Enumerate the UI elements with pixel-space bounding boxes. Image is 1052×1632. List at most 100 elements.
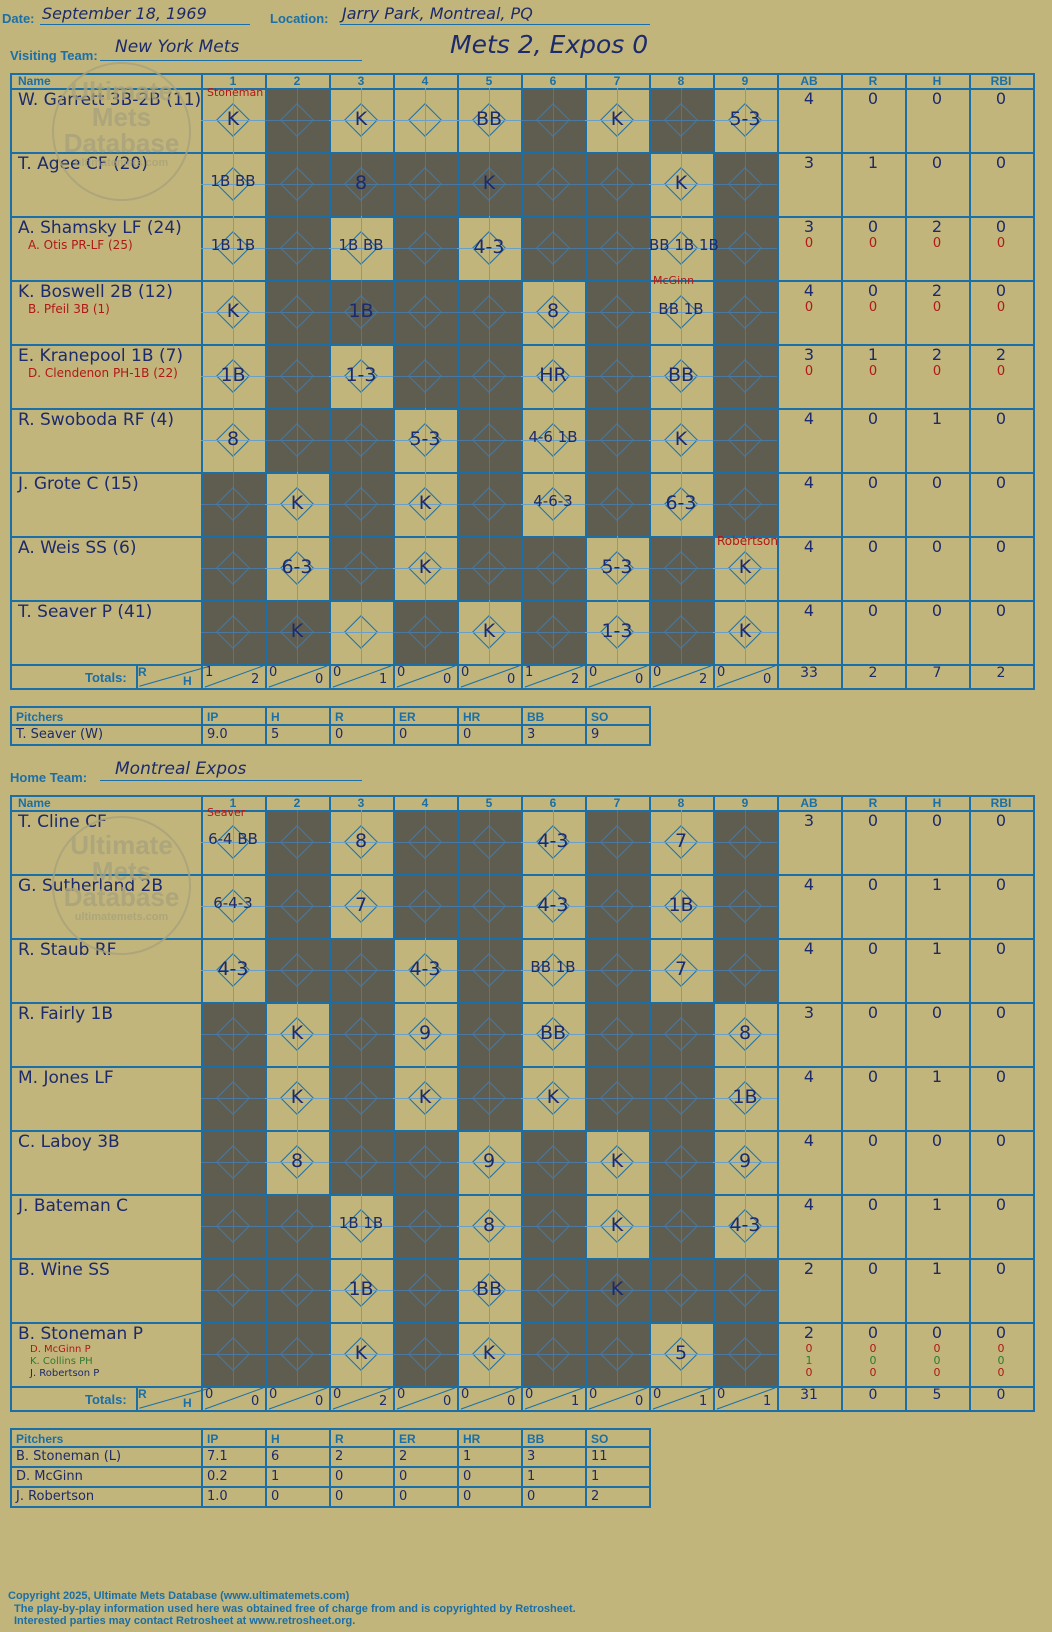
column-header-inning: 6 (549, 796, 557, 810)
cell-guide (233, 88, 234, 152)
pitcher-stat: 0 (335, 1469, 344, 1484)
totals-slash (139, 1388, 208, 1409)
substitute-name: K. Collins PH (30, 1356, 93, 1367)
play-notation: K (418, 492, 432, 514)
cell-guide (233, 216, 234, 280)
play-notation: 8 (354, 172, 368, 194)
play-notation: K (546, 1086, 560, 1108)
play-notation: 4-3 (217, 958, 249, 980)
grid-line (521, 1428, 523, 1508)
cell-guide (425, 408, 426, 472)
inning-hits: 2 (699, 672, 708, 687)
player-stat: 0 (995, 1131, 1007, 1150)
column-header-h: H (932, 74, 942, 88)
player-stat: 1 (931, 1259, 943, 1278)
play-notation: K (610, 1214, 624, 1236)
pitcher-stat: 1 (591, 1469, 600, 1484)
cell-guide (745, 1322, 746, 1386)
grid-line (713, 73, 715, 689)
cell-guide (489, 1194, 490, 1258)
cell-guide (617, 88, 618, 152)
inning-hits: 0 (763, 672, 772, 687)
substitute-stat: 0 (933, 1342, 941, 1355)
cell-guide (297, 810, 298, 874)
pitching-header: Pitchers (16, 710, 64, 724)
player-stat: 1 (931, 875, 943, 894)
play-notation: 4-3 (473, 236, 505, 258)
substitute-stat: 0 (868, 300, 878, 315)
play-notation: K (482, 172, 496, 194)
cell-guide (681, 1002, 682, 1066)
player-stat: 0 (867, 1131, 879, 1150)
grid-line (649, 795, 651, 1411)
player-stat: 4 (803, 1195, 815, 1214)
substitute-stat: 0 (997, 1342, 1005, 1355)
grid-line (265, 706, 267, 746)
substitute-stat: 0 (869, 1342, 877, 1355)
column-header-r: R (868, 796, 878, 810)
player-stat: 0 (867, 601, 879, 620)
cell-guide (553, 1322, 554, 1386)
cell-guide (361, 408, 362, 472)
player-stat: 0 (995, 1067, 1007, 1086)
substitute-stat: 0 (996, 300, 1006, 315)
player-stat: 0 (995, 1323, 1007, 1342)
play-notation: BB (475, 1278, 503, 1300)
total-stat: 0 (996, 1387, 1006, 1403)
cell-guide (681, 810, 682, 874)
play-notation: 8 (738, 1022, 752, 1044)
cell-guide (681, 280, 682, 344)
inning-runs: 0 (333, 665, 342, 680)
play-notation: BB (667, 364, 695, 386)
cell-guide (297, 1322, 298, 1386)
cell-guide (681, 600, 682, 664)
cell-guide (617, 536, 618, 600)
pitching-header: H (271, 710, 280, 724)
player-name: K. Boswell 2B (12) (18, 282, 173, 302)
cell-guide (361, 472, 362, 536)
player-stat: 1 (931, 1195, 943, 1214)
inning-runs: 0 (333, 1387, 342, 1402)
cell-guide (361, 152, 362, 216)
cell-guide (425, 536, 426, 600)
pitching-header: BB (527, 1432, 545, 1446)
player-stat: 0 (867, 281, 879, 300)
substitute-stat: 0 (805, 1342, 813, 1355)
player-stat: 3 (803, 345, 815, 364)
cell-guide (553, 88, 554, 152)
player-name: E. Kranepool 1B (7) (18, 346, 184, 366)
total-stat: 5 (932, 1387, 942, 1403)
inning-runs: 0 (461, 665, 470, 680)
cell-guide (745, 536, 746, 600)
grid-line (649, 1428, 651, 1508)
cell-guide (297, 344, 298, 408)
player-stat: 2 (931, 345, 943, 364)
grid-line (905, 795, 907, 1411)
play-notation: 9 (482, 1150, 496, 1172)
visiting-team-label: Visiting Team: (10, 48, 98, 63)
player-name: M. Jones LF (18, 1068, 114, 1088)
totals-label: Totals: (85, 1392, 127, 1407)
cell-guide (745, 810, 746, 874)
grid-line (201, 73, 203, 689)
cell-guide (361, 536, 362, 600)
player-stat: 0 (931, 601, 943, 620)
cell-guide (425, 216, 426, 280)
player-stat: 3 (803, 153, 815, 172)
inning-hits: 0 (315, 672, 324, 687)
cell-guide (553, 938, 554, 1002)
column-header-r: R (868, 74, 878, 88)
play-notation: 4-3 (537, 894, 569, 916)
pitching-change-note: McGinn (653, 274, 695, 287)
play-notation: 1-3 (601, 620, 633, 642)
pitching-header: R (335, 710, 344, 724)
inning-runs: 0 (205, 1387, 214, 1402)
grid-line (10, 73, 12, 689)
player-name: B. Wine SS (18, 1260, 110, 1280)
play-notation: HR (539, 364, 567, 386)
cell-guide (361, 88, 362, 152)
play-notation: 1B (348, 300, 374, 322)
play-notation: 1B BB (338, 236, 384, 254)
play-notation: 6-3 (281, 556, 313, 578)
player-stat: 0 (867, 1323, 879, 1342)
